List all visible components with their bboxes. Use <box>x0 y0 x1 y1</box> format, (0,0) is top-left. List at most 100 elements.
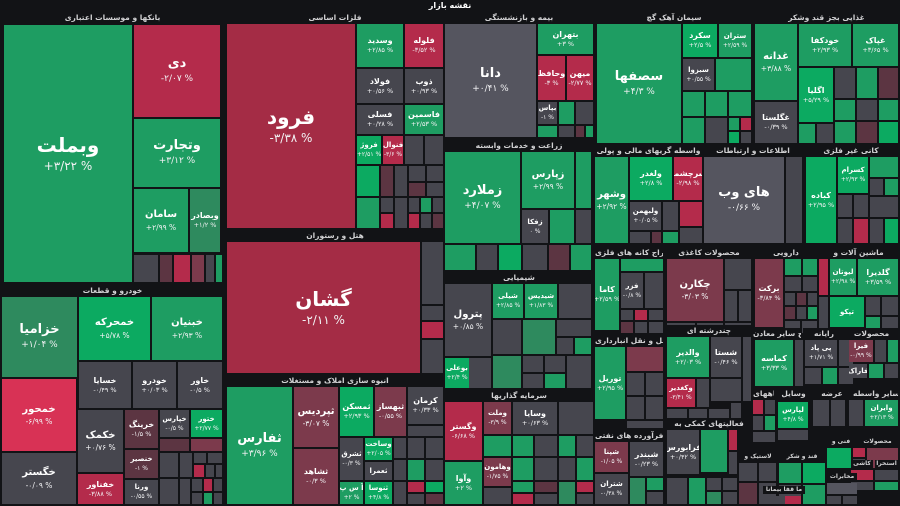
stock-tile[interactable] <box>803 463 825 483</box>
stock-tile[interactable] <box>567 356 591 388</box>
stock-tile[interactable] <box>647 478 663 490</box>
stock-tile[interactable]: شپنا -۱/۰۵ % <box>595 442 628 472</box>
stock-tile[interactable] <box>395 166 407 196</box>
stock-tile[interactable] <box>649 310 663 320</box>
stock-tile[interactable] <box>785 496 801 504</box>
stock-tile[interactable] <box>409 166 425 181</box>
stock-tile[interactable] <box>523 374 543 388</box>
stock-tile[interactable]: وهامون -۱/۷۵ % <box>484 458 511 486</box>
stock-tile[interactable]: میهن -۲/۷۷ % <box>567 56 593 100</box>
stock-tile[interactable] <box>575 338 591 354</box>
stock-tile[interactable] <box>469 358 491 388</box>
stock-tile[interactable] <box>866 297 880 315</box>
stock-tile[interactable] <box>513 494 533 504</box>
stock-tile[interactable] <box>422 322 443 338</box>
stock-tile[interactable]: دانا +۰/۴۱ % <box>445 24 536 137</box>
stock-tile[interactable] <box>433 198 443 212</box>
stock-tile[interactable] <box>652 232 661 243</box>
stock-tile[interactable] <box>627 373 644 395</box>
stock-tile[interactable] <box>667 478 687 504</box>
stock-tile[interactable]: لپارس +۴/۸ % <box>778 402 808 428</box>
stock-tile[interactable] <box>729 92 751 116</box>
stock-tile[interactable] <box>174 255 190 282</box>
stock-tile[interactable] <box>851 470 873 480</box>
stock-tile[interactable] <box>557 320 591 336</box>
stock-tile[interactable]: ثفارس +۳/۹۶ % <box>227 387 292 504</box>
stock-tile[interactable]: غپاک +۳/۶۵ % <box>853 24 898 66</box>
stock-tile[interactable] <box>421 198 431 212</box>
stock-tile[interactable]: شیلی +۲/۸۵ % <box>493 284 523 318</box>
stock-tile[interactable] <box>395 198 407 228</box>
stock-tile[interactable] <box>739 463 757 481</box>
stock-tile[interactable] <box>827 483 857 494</box>
stock-tile[interactable]: شبندر -۰/۲۳ % <box>630 442 663 476</box>
stock-tile[interactable] <box>192 493 202 504</box>
stock-tile[interactable]: وبملت +۳/۲۲ % <box>4 25 132 282</box>
stock-tile[interactable] <box>706 118 727 143</box>
stock-tile[interactable] <box>630 478 645 504</box>
stock-tile[interactable] <box>885 364 898 378</box>
stock-tile[interactable]: خفناور -۳/۸۸ % <box>78 474 123 504</box>
stock-tile[interactable] <box>577 436 593 456</box>
stock-tile[interactable] <box>523 245 547 270</box>
stock-tile[interactable]: سامان +۲/۹۹ % <box>134 189 188 252</box>
stock-tile[interactable]: ثپردیس -۳/۰۷ % <box>294 387 338 447</box>
stock-tile[interactable] <box>854 195 868 217</box>
stock-tile[interactable] <box>571 245 591 270</box>
stock-tile[interactable] <box>741 118 751 130</box>
stock-tile[interactable] <box>808 293 817 305</box>
stock-tile[interactable] <box>716 59 751 90</box>
stock-tile[interactable] <box>421 214 431 228</box>
stock-tile[interactable] <box>577 458 593 480</box>
stock-tile[interactable] <box>875 482 898 490</box>
stock-tile[interactable]: زفکا ۰ % <box>522 210 548 243</box>
stock-tile[interactable] <box>680 202 702 226</box>
stock-tile[interactable]: غگلستا -۰/۳۹ % <box>755 102 797 143</box>
stock-tile[interactable] <box>701 430 727 472</box>
stock-tile[interactable] <box>577 482 593 492</box>
stock-tile[interactable] <box>707 478 721 490</box>
stock-tile[interactable] <box>870 179 883 195</box>
stock-tile[interactable] <box>559 436 575 456</box>
stock-tile[interactable]: گلدیرا +۳/۵۹ % <box>858 259 898 295</box>
stock-tile[interactable]: ختور +۲/۷۷ % <box>191 410 222 437</box>
stock-tile[interactable] <box>576 152 591 208</box>
stock-tile[interactable] <box>160 439 189 451</box>
stock-tile[interactable] <box>513 482 533 492</box>
stock-tile[interactable] <box>645 273 663 308</box>
stock-tile[interactable] <box>759 463 776 481</box>
stock-tile[interactable] <box>663 202 678 230</box>
stock-tile[interactable]: خسایا -۰/۴۹ % <box>79 362 131 408</box>
stock-tile[interactable] <box>843 496 857 504</box>
stock-tile[interactable] <box>799 124 815 143</box>
stock-tile[interactable]: وایران +۲/۱۳ % <box>865 400 898 426</box>
stock-tile[interactable]: کاما +۲/۵۹ % <box>595 259 619 330</box>
stock-tile[interactable] <box>477 245 497 270</box>
stock-tile[interactable] <box>206 255 214 282</box>
stock-tile[interactable]: فنوال -۳/۶ % <box>383 136 403 164</box>
stock-tile[interactable]: فسلی +۰/۲۸ % <box>357 105 403 134</box>
stock-tile[interactable] <box>819 259 828 295</box>
stock-tile[interactable]: فولاد +۰/۵۶ % <box>357 69 403 103</box>
stock-tile[interactable] <box>214 479 222 491</box>
stock-tile[interactable] <box>725 291 737 321</box>
stock-tile[interactable] <box>857 68 877 98</box>
stock-tile[interactable] <box>813 400 829 426</box>
stock-tile[interactable] <box>663 232 678 243</box>
stock-tile[interactable]: ثشرق -۰/۳ % <box>340 438 363 480</box>
stock-tile[interactable] <box>870 219 883 243</box>
stock-tile[interactable] <box>803 259 817 275</box>
stock-tile[interactable] <box>683 92 704 116</box>
stock-tile[interactable] <box>535 458 557 480</box>
stock-tile[interactable] <box>785 293 795 305</box>
stock-tile[interactable]: زپارس +۲/۹۹ % <box>522 152 574 208</box>
stock-tile[interactable] <box>394 482 406 504</box>
stock-tile[interactable]: ورنا -۰/۵۵ % <box>125 480 158 504</box>
stock-tile[interactable] <box>723 492 737 504</box>
stock-tile[interactable]: ولغدر +۲/۸ % <box>630 157 672 200</box>
stock-tile[interactable]: بپاس -۱ % <box>538 102 557 124</box>
stock-tile[interactable] <box>427 166 443 181</box>
stock-tile[interactable] <box>729 430 737 450</box>
stock-tile[interactable] <box>879 122 898 143</box>
stock-tile[interactable] <box>381 166 393 196</box>
